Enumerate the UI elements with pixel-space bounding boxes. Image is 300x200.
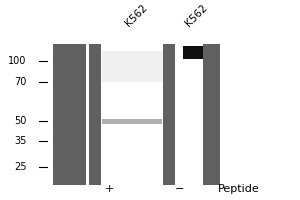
Text: 50: 50 [14, 116, 27, 126]
Bar [53, 44, 86, 185]
Text: 25: 25 [14, 162, 27, 172]
Text: Peptide: Peptide [218, 184, 260, 194]
Bar [203, 44, 220, 185]
Text: K562: K562 [183, 2, 209, 28]
Bar [164, 44, 175, 185]
Text: K562: K562 [124, 2, 149, 28]
Text: 100: 100 [8, 56, 27, 66]
Bar [102, 44, 162, 185]
Text: +: + [105, 184, 115, 194]
Bar [89, 44, 101, 185]
Bar [183, 46, 203, 59]
Text: −: − [175, 184, 184, 194]
Bar [102, 119, 162, 124]
Text: 35: 35 [14, 136, 27, 146]
Text: 70: 70 [14, 77, 27, 87]
Bar [102, 51, 165, 82]
